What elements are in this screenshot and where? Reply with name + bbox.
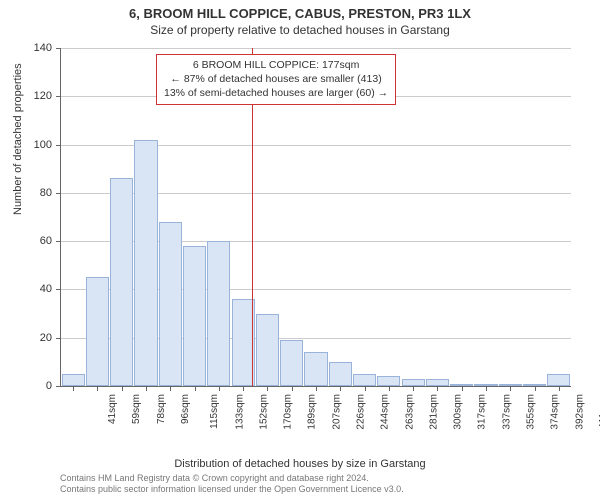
y-tick-label: 120 xyxy=(0,90,52,102)
x-tick-label: 41sqm xyxy=(107,394,118,424)
chart-subtitle: Size of property relative to detached ho… xyxy=(0,21,600,37)
histogram-bar xyxy=(159,222,182,386)
x-tick-label: 263sqm xyxy=(404,394,415,430)
y-tick-mark xyxy=(56,193,61,194)
x-tick-label: 355sqm xyxy=(526,394,537,430)
x-tick-label: 78sqm xyxy=(156,394,167,424)
histogram-bar xyxy=(183,246,206,386)
x-tick-mark xyxy=(97,386,98,391)
histogram-bar xyxy=(62,374,85,386)
histogram-bar xyxy=(304,352,327,386)
histogram-bar xyxy=(280,340,303,386)
y-tick-mark xyxy=(56,96,61,97)
x-tick-mark xyxy=(219,386,220,391)
y-tick-mark xyxy=(56,145,61,146)
x-tick-mark xyxy=(122,386,123,391)
x-tick-mark xyxy=(389,386,390,391)
footer-text: Contains HM Land Registry data © Crown c… xyxy=(60,473,404,496)
histogram-bar xyxy=(547,374,570,386)
x-tick-mark xyxy=(170,386,171,391)
histogram-bar xyxy=(110,178,133,386)
x-tick-label: 170sqm xyxy=(283,394,294,430)
histogram-bar xyxy=(426,379,449,386)
x-tick-label: 152sqm xyxy=(258,394,269,430)
grid-line xyxy=(61,48,571,49)
x-tick-label: 317sqm xyxy=(477,394,488,430)
x-tick-mark xyxy=(559,386,560,391)
x-tick-mark xyxy=(73,386,74,391)
x-tick-label: 133sqm xyxy=(234,394,245,430)
x-tick-label: 300sqm xyxy=(453,394,464,430)
x-tick-mark xyxy=(195,386,196,391)
chart-container: 6, BROOM HILL COPPICE, CABUS, PRESTON, P… xyxy=(0,0,600,500)
x-tick-mark xyxy=(340,386,341,391)
histogram-bar xyxy=(134,140,157,386)
annotation-line1: 6 BROOM HILL COPPICE: 177sqm xyxy=(164,58,388,72)
chart-title: 6, BROOM HILL COPPICE, CABUS, PRESTON, P… xyxy=(0,0,600,21)
y-tick-label: 40 xyxy=(0,283,52,295)
footer-line2: Contains public sector information licen… xyxy=(60,484,404,496)
x-tick-label: 281sqm xyxy=(428,394,439,430)
x-tick-mark xyxy=(365,386,366,391)
y-tick-mark xyxy=(56,338,61,339)
x-tick-mark xyxy=(316,386,317,391)
histogram-bar xyxy=(377,376,400,386)
x-tick-label: 59sqm xyxy=(131,394,142,424)
x-tick-mark xyxy=(146,386,147,391)
x-tick-mark xyxy=(535,386,536,391)
y-tick-label: 0 xyxy=(0,380,52,392)
x-axis-label: Distribution of detached houses by size … xyxy=(0,458,600,470)
x-tick-mark xyxy=(267,386,268,391)
y-tick-mark xyxy=(56,48,61,49)
x-tick-mark xyxy=(413,386,414,391)
x-tick-label: 374sqm xyxy=(550,394,561,430)
annotation-box: 6 BROOM HILL COPPICE: 177sqm ← 87% of de… xyxy=(156,54,396,105)
x-tick-mark xyxy=(462,386,463,391)
histogram-bar xyxy=(86,277,109,386)
x-tick-label: 226sqm xyxy=(356,394,367,430)
histogram-bar xyxy=(353,374,376,386)
chart-area: 41sqm59sqm78sqm96sqm115sqm133sqm152sqm17… xyxy=(60,48,570,386)
y-tick-label: 100 xyxy=(0,139,52,151)
x-tick-mark xyxy=(510,386,511,391)
y-tick-mark xyxy=(56,241,61,242)
annotation-line2: ← 87% of detached houses are smaller (41… xyxy=(164,72,388,86)
footer-line1: Contains HM Land Registry data © Crown c… xyxy=(60,473,404,485)
x-tick-mark xyxy=(486,386,487,391)
histogram-bar xyxy=(402,379,425,386)
histogram-bar xyxy=(256,314,279,386)
histogram-bar xyxy=(329,362,352,386)
y-tick-mark xyxy=(56,386,61,387)
x-tick-label: 96sqm xyxy=(180,394,191,424)
y-tick-label: 140 xyxy=(0,42,52,54)
y-tick-label: 20 xyxy=(0,332,52,344)
x-tick-label: 189sqm xyxy=(307,394,318,430)
x-tick-label: 207sqm xyxy=(331,394,342,430)
annotation-line3: 13% of semi-detached houses are larger (… xyxy=(164,86,388,100)
x-tick-label: 392sqm xyxy=(574,394,585,430)
x-tick-mark xyxy=(292,386,293,391)
x-tick-label: 244sqm xyxy=(380,394,391,430)
x-tick-label: 337sqm xyxy=(501,394,512,430)
y-tick-mark xyxy=(56,289,61,290)
y-tick-label: 60 xyxy=(0,235,52,247)
y-tick-label: 80 xyxy=(0,187,52,199)
x-tick-mark xyxy=(243,386,244,391)
x-tick-label: 115sqm xyxy=(209,394,220,429)
x-tick-mark xyxy=(437,386,438,391)
histogram-bar xyxy=(207,241,230,386)
